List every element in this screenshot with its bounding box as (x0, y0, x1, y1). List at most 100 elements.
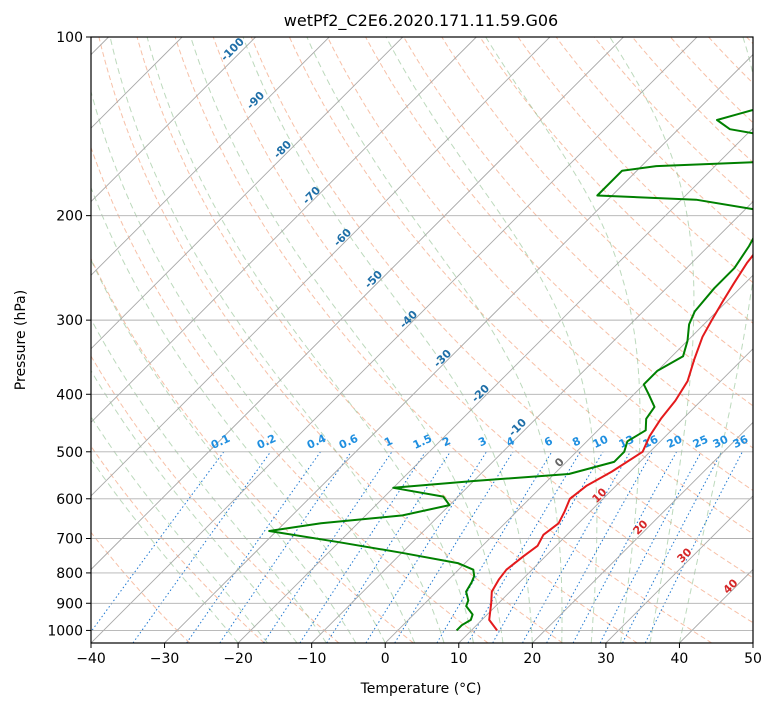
x-tick-label: 10 (450, 651, 468, 667)
mixing-ratio-label: 3 (476, 434, 488, 449)
x-axis-label: Temperature (°C) (360, 681, 482, 697)
dry-adiabat-line (403, 37, 753, 407)
mixing-ratio-label: 25 (691, 433, 710, 451)
mixing-ratio-line (436, 451, 553, 643)
x-tick-label: −30 (150, 651, 180, 667)
y-tick-label: 500 (56, 445, 83, 461)
y-tick-label: 200 (56, 209, 83, 225)
x-tick-label: −10 (297, 651, 327, 667)
mixing-ratio-line (263, 451, 393, 643)
dry-adiabat-line (708, 37, 753, 84)
mixing-ratio-label: 6 (542, 434, 555, 449)
moist-adiabat-line (385, 37, 598, 643)
mixing-ratio-line (91, 451, 225, 633)
mixing-ratio-line (522, 451, 631, 643)
moist-adiabat-line (91, 415, 268, 643)
moist-adiabat-line (190, 37, 504, 643)
y-tick-label: 800 (56, 566, 83, 582)
isotherm-line (91, 37, 551, 497)
mixing-ratio-line (599, 451, 702, 643)
isotherm-label: -90 (244, 89, 267, 112)
moist-adiabat-line (91, 186, 386, 643)
isotherm-line (91, 37, 624, 571)
y-axis-ticks: 100 200 300 400 500 600 700 800 900 1000 (47, 30, 91, 639)
x-tick-label: 50 (744, 651, 762, 667)
plot-frame (90, 36, 754, 644)
isotherm-line (458, 348, 753, 643)
mixing-ratio-label: 0.2 (255, 432, 278, 452)
mixing-ratio-line (365, 451, 487, 643)
dry-adiabat-line (441, 37, 753, 365)
x-tick-label: 40 (671, 651, 689, 667)
moist-adiabat-line (109, 37, 445, 643)
isotherm-label: -60 (331, 226, 354, 249)
isotherm-line (91, 37, 256, 203)
isotherm-label: 40 (721, 576, 741, 596)
y-tick-label: 900 (56, 596, 83, 612)
mixing-ratio-label: 0.4 (305, 432, 328, 452)
isotherm-line (91, 37, 404, 350)
moist-adiabat-line (609, 37, 695, 643)
moist-adiabat-line (91, 458, 239, 643)
isotherm-line (91, 37, 477, 423)
dry-adiabat-line (746, 37, 753, 45)
mixing-ratio-line (546, 451, 653, 643)
mixing-ratio-label: 1.5 (411, 432, 434, 452)
dry-adiabat-line (91, 531, 191, 643)
isotherm-label: 30 (675, 545, 695, 565)
mixing-ratio-label: 36 (731, 433, 751, 451)
mixing-ratio-label: 2 (440, 434, 452, 449)
isotherm-label: 20 (631, 517, 651, 537)
mixing-ratio-line (186, 451, 321, 643)
moist-adiabat-line (146, 37, 474, 643)
y-tick-label: 400 (56, 387, 83, 403)
dry-adiabat-line (517, 37, 753, 284)
isotherm-line (532, 421, 753, 643)
y-tick-label: 600 (56, 492, 83, 508)
dry-adiabat-line (91, 257, 414, 643)
isotherm-line (605, 495, 753, 643)
y-tick-label: 1000 (47, 623, 83, 639)
background-lines (91, 37, 753, 643)
dry-adiabat-line (212, 37, 753, 624)
isotherm-label: -20 (469, 382, 492, 405)
dewpoint-profile-line (268, 108, 753, 632)
mixing-ratio-line (219, 451, 352, 643)
isotherm-line (752, 642, 753, 643)
isotherm-label: 0 (552, 455, 567, 470)
grid-lines (91, 37, 753, 631)
dry-adiabat-line (327, 37, 753, 492)
mixing-ratio-line (132, 451, 272, 643)
dry-adiabat-line (365, 37, 753, 449)
isotherm-label: -50 (362, 268, 385, 291)
mixing-ratio-label: 10 (591, 433, 611, 451)
isotherm-label: -30 (431, 347, 454, 370)
mixing-ratio-line (572, 451, 678, 643)
dry-adiabat-line (174, 37, 713, 643)
x-tick-label: −20 (223, 651, 253, 667)
series-layer (268, 108, 753, 632)
moist-adiabat-line (678, 37, 753, 643)
y-tick-label: 300 (56, 313, 83, 329)
isotherm-label: 10 (590, 485, 610, 505)
isotherm-line (237, 127, 753, 643)
dry-adiabat-line (250, 37, 753, 579)
dry-adiabat-line (91, 146, 489, 643)
mixing-ratio-label: 1 (382, 434, 394, 449)
chart-title: wetPf2_C2E6.2020.171.11.59.G06 (284, 11, 558, 31)
dry-adiabat-line (91, 445, 265, 643)
mixing-ratio-label: 20 (665, 433, 685, 451)
y-tick-label: 700 (56, 532, 83, 548)
dry-adiabat-line (479, 37, 753, 324)
moist-adiabat-line (91, 258, 357, 643)
mixing-ratio-labels: 0.1 0.2 0.4 0.6 1 1.5 2 3 4 6 8 10 13 16 20 25 30 36 (209, 432, 751, 452)
x-tick-label: 0 (381, 651, 390, 667)
isotherm-line (164, 53, 753, 643)
dry-adiabat-line (98, 37, 563, 643)
mixing-ratio-label: 30 (711, 433, 731, 451)
moist-adiabat-line (306, 37, 563, 643)
dry-adiabat-line (91, 355, 340, 643)
x-tick-label: 20 (523, 651, 541, 667)
isotherm-line (311, 201, 753, 643)
